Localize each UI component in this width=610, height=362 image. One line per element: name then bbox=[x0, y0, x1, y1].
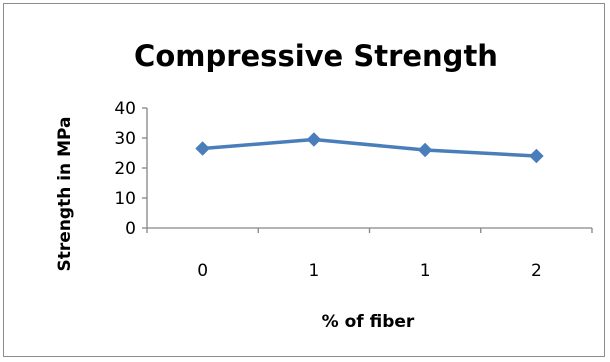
y-tick-label: 0 bbox=[125, 219, 136, 239]
x-axis-label: % of fiber bbox=[322, 312, 415, 332]
data-point-marker bbox=[195, 141, 210, 156]
data-point-marker bbox=[417, 142, 433, 158]
y-tick-label: 30 bbox=[114, 129, 136, 149]
chart-frame bbox=[3, 3, 605, 357]
data-point-marker bbox=[529, 148, 544, 164]
series-line bbox=[202, 137, 537, 158]
y-tick-label: 10 bbox=[114, 189, 136, 209]
data-point-marker bbox=[306, 132, 322, 147]
x-tick-label: 0 bbox=[197, 261, 208, 281]
y-axis: 0 10 20 30 40 bbox=[114, 99, 148, 239]
plot-area bbox=[195, 132, 544, 164]
y-tick-label: 40 bbox=[114, 99, 136, 119]
x-tick-label: 1 bbox=[308, 261, 319, 281]
y-axis-label: Strength in MPa bbox=[55, 117, 75, 272]
x-tick-label: 2 bbox=[531, 261, 542, 281]
chart-title: Compressive Strength bbox=[134, 39, 498, 73]
x-axis: 0 1 1 2 bbox=[146, 227, 593, 281]
x-tick-label: 1 bbox=[420, 261, 431, 281]
y-tick-label: 20 bbox=[114, 159, 136, 179]
